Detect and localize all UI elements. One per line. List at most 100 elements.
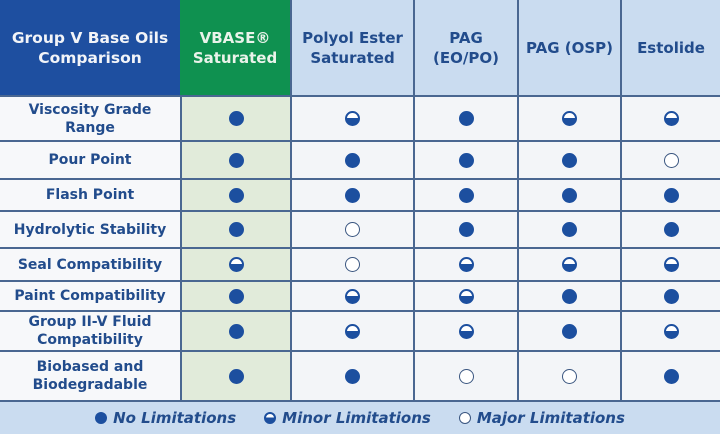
legend-no-limitations: No Limitations — [95, 409, 236, 427]
full-circle-icon — [228, 111, 244, 126]
half-circle-icon — [663, 257, 679, 272]
full-circle-icon — [663, 368, 679, 384]
full-circle-icon — [95, 412, 108, 424]
half-circle-icon — [458, 257, 474, 272]
rating-cell — [620, 312, 720, 350]
rating-cell — [413, 249, 517, 280]
rating-cell — [290, 180, 413, 210]
rating-cell — [290, 352, 413, 400]
rating-cell — [180, 97, 290, 140]
row-label: Biobased and Biodegradable — [0, 352, 180, 400]
rating-cell — [517, 249, 620, 280]
rating-cell — [180, 312, 290, 350]
table-row: Flash Point — [0, 178, 720, 210]
rating-cell — [517, 142, 620, 178]
rating-cell — [180, 142, 290, 178]
table-row: Seal Compatibility — [0, 247, 720, 280]
row-label: Group II-V Fluid Compatibility — [0, 312, 180, 350]
half-circle-icon — [562, 257, 577, 272]
rating-cell — [517, 97, 620, 140]
half-circle-icon — [458, 323, 474, 339]
row-label: Viscosity Grade Range — [0, 97, 180, 140]
column-header-pag-osp: PAG (OSP) — [517, 0, 620, 95]
comparison-table: Group V Base Oils Comparison VBASE® Satu… — [0, 0, 720, 400]
rating-cell — [180, 352, 290, 400]
row-label: Paint Compatibility — [0, 282, 180, 310]
rating-cell — [290, 249, 413, 280]
empty-circle-icon — [345, 257, 360, 272]
full-circle-icon — [458, 187, 474, 203]
half-circle-icon — [264, 412, 277, 424]
full-circle-icon — [458, 152, 474, 168]
rating-cell — [290, 212, 413, 247]
table-row: Pour Point — [0, 140, 720, 178]
full-circle-icon — [228, 368, 244, 384]
rating-cell — [620, 97, 720, 140]
rating-cell — [413, 352, 517, 400]
full-circle-icon — [562, 323, 577, 339]
full-circle-icon — [663, 187, 679, 203]
rating-cell — [290, 142, 413, 178]
full-circle-icon — [228, 187, 244, 203]
rating-cell — [413, 97, 517, 140]
table-row: Paint Compatibility — [0, 280, 720, 310]
rating-cell — [620, 142, 720, 178]
rating-cell — [290, 97, 413, 140]
full-circle-icon — [228, 288, 244, 304]
rating-cell — [413, 142, 517, 178]
column-header-polyol-ester: Polyol Ester Saturated — [290, 0, 413, 95]
rating-cell — [180, 212, 290, 247]
rating-cell — [517, 352, 620, 400]
rating-cell — [517, 282, 620, 310]
full-circle-icon — [562, 187, 577, 203]
rating-cell — [290, 282, 413, 310]
table-row: Viscosity Grade Range — [0, 95, 720, 140]
row-label: Pour Point — [0, 142, 180, 178]
full-circle-icon — [458, 111, 474, 126]
half-circle-icon — [228, 257, 244, 272]
table-row: Biobased and Biodegradable — [0, 350, 720, 400]
table-row: Group II-V Fluid Compatibility — [0, 310, 720, 350]
full-circle-icon — [562, 152, 577, 168]
empty-circle-icon — [458, 368, 474, 384]
rating-cell — [180, 180, 290, 210]
rating-cell — [620, 212, 720, 247]
full-circle-icon — [345, 187, 360, 203]
rating-cell — [620, 282, 720, 310]
row-label: Hydrolytic Stability — [0, 212, 180, 247]
half-circle-icon — [345, 111, 360, 126]
half-circle-icon — [663, 323, 679, 339]
rating-cell — [413, 312, 517, 350]
row-label: Flash Point — [0, 180, 180, 210]
rating-cell — [620, 180, 720, 210]
rating-cell — [620, 249, 720, 280]
rating-cell — [180, 282, 290, 310]
empty-circle-icon — [345, 222, 360, 237]
column-header-vbase: VBASE® Saturated — [180, 0, 290, 95]
full-circle-icon — [663, 222, 679, 237]
legend-minor-limitations: Minor Limitations — [264, 409, 431, 427]
rating-cell — [413, 212, 517, 247]
half-circle-icon — [345, 288, 360, 304]
rating-cell — [180, 249, 290, 280]
column-header-pag-eopo: PAG (EO/PO) — [413, 0, 517, 95]
rating-cell — [413, 180, 517, 210]
full-circle-icon — [345, 368, 360, 384]
rating-cell — [620, 352, 720, 400]
half-circle-icon — [663, 111, 679, 126]
full-circle-icon — [228, 152, 244, 168]
row-label: Seal Compatibility — [0, 249, 180, 280]
rating-cell — [517, 312, 620, 350]
full-circle-icon — [663, 288, 679, 304]
legend-major-limitations: Major Limitations — [458, 409, 625, 427]
rating-cell — [413, 282, 517, 310]
rating-cell — [517, 212, 620, 247]
half-circle-icon — [562, 111, 577, 126]
full-circle-icon — [228, 323, 244, 339]
half-circle-icon — [458, 288, 474, 304]
rating-cell — [290, 312, 413, 350]
full-circle-icon — [458, 222, 474, 237]
table-row: Hydrolytic Stability — [0, 210, 720, 247]
empty-circle-icon — [458, 412, 471, 424]
half-circle-icon — [345, 323, 360, 339]
